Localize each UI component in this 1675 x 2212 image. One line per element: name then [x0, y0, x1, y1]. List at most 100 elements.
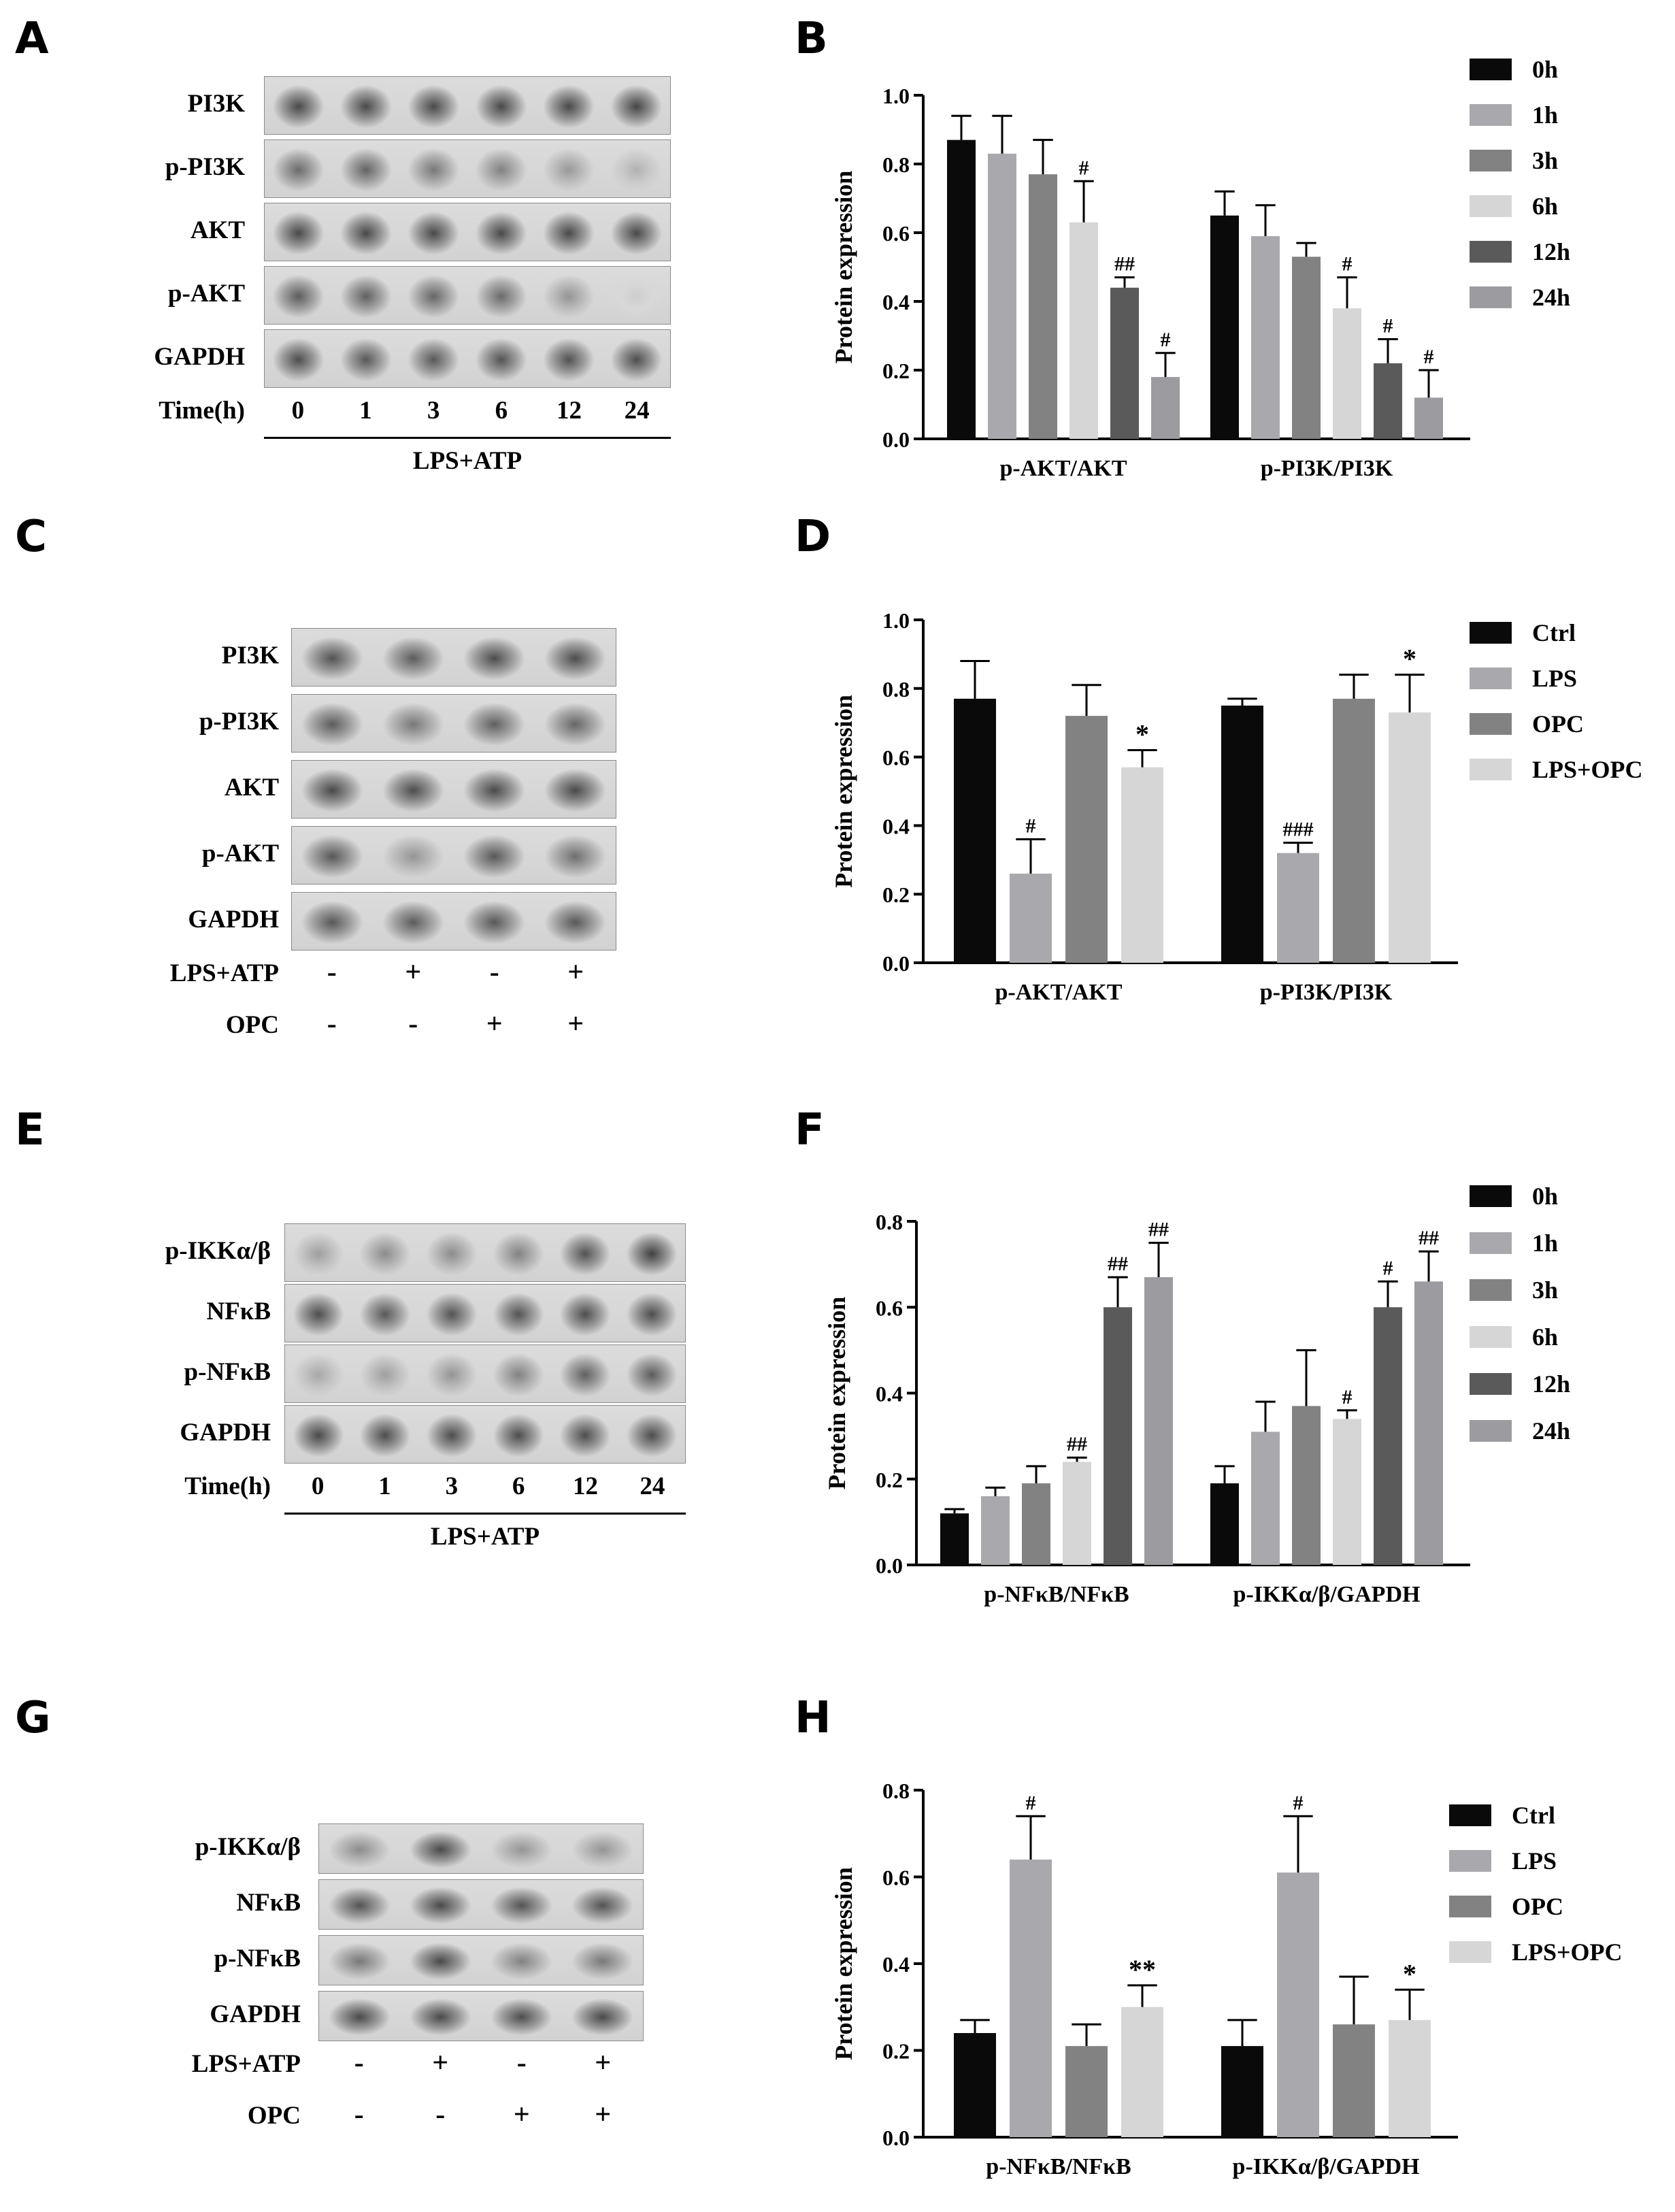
blot-band	[264, 266, 671, 325]
x-category-label: p-PI3K/PI3K	[1260, 980, 1393, 1005]
lane-label: 12	[557, 397, 582, 425]
x-category-label: p-IKKα/β/GAPDH	[1233, 1582, 1421, 1607]
blot-label-akt: AKT	[224, 774, 279, 802]
legend-label: 12h	[1532, 1370, 1570, 1398]
time-label: Time(h)	[184, 1472, 271, 1500]
blot-band	[291, 694, 616, 753]
blot-band	[284, 1405, 686, 1464]
bar	[981, 1496, 1010, 1565]
panel-letter-e: E	[15, 1105, 45, 1155]
blot-label-pnfb: p-NFκB	[214, 1945, 301, 1972]
blot-band	[318, 1823, 644, 1874]
bar	[1110, 287, 1139, 439]
blot-band	[318, 1991, 644, 2041]
treatment-sign: +	[595, 2047, 612, 2079]
y-tick-label: 0.0	[882, 2126, 910, 2150]
significance-mark: ###	[1283, 819, 1314, 841]
bar	[1010, 873, 1052, 963]
condition-line	[264, 437, 671, 439]
lane-label: 6	[512, 1472, 525, 1500]
y-axis-label: Protein expression	[830, 171, 857, 364]
legend-label: 6h	[1532, 1323, 1558, 1351]
bar	[1104, 1307, 1132, 1565]
y-tick-label: 0.2	[882, 2039, 910, 2064]
y-tick-label: 0.4	[876, 1382, 903, 1406]
y-tick-label: 0.8	[882, 152, 910, 177]
bar	[1151, 377, 1180, 439]
blot-label-ppi3k: p-PI3K	[165, 153, 245, 181]
y-axis-label: Protein expression	[830, 1867, 857, 2060]
blot-label-pnfb: p-NFκB	[184, 1358, 271, 1386]
legend-swatch	[1470, 59, 1512, 80]
legend-label: Ctrl	[1532, 619, 1576, 646]
blot-label-ppi3k: p-PI3K	[199, 708, 279, 736]
y-tick-label: 0.0	[882, 951, 910, 976]
significance-mark: #	[1383, 315, 1393, 337]
legend-swatch	[1470, 622, 1512, 644]
bar	[1121, 2007, 1163, 2137]
lane-label: 3	[445, 1472, 459, 1500]
lane-label: 24	[640, 1472, 665, 1500]
treatment-sign: -	[327, 957, 337, 988]
blot-label-gapdh: GAPDH	[210, 2000, 301, 2028]
blot-band	[291, 892, 616, 951]
significance-mark: ##	[1114, 253, 1135, 276]
bar	[1333, 698, 1375, 963]
panel-letter-h: H	[795, 1693, 831, 1743]
blot-label-pi3k: PI3K	[187, 90, 245, 118]
lane-label: 3	[427, 397, 440, 425]
significance-mark: #	[1026, 815, 1036, 838]
legend-label: 0h	[1532, 56, 1558, 83]
treatment-sign: -	[354, 2047, 364, 2079]
significance-mark: #	[1079, 156, 1089, 179]
bar	[947, 139, 976, 439]
condition-label: LPS+ATP	[412, 447, 523, 475]
legend-label: 3h	[1532, 1276, 1558, 1304]
blot-label-gapdh: GAPDH	[154, 343, 245, 371]
significance-mark: #	[1161, 329, 1171, 351]
y-tick-label: 0.6	[882, 1866, 910, 1890]
bar	[1277, 853, 1319, 963]
panel-letter-d: D	[795, 512, 831, 562]
x-category-label: p-NFκB/NFκB	[986, 2154, 1131, 2179]
treatment-sign: +	[567, 957, 584, 988]
legend-swatch	[1470, 759, 1512, 780]
y-tick-label: 0.2	[882, 882, 910, 907]
panel-letter-g: G	[15, 1693, 51, 1743]
bar	[940, 1513, 969, 1565]
legend-label: 3h	[1532, 147, 1558, 174]
significance-mark: #	[1342, 253, 1353, 276]
bar	[954, 698, 996, 963]
legend-swatch	[1470, 713, 1512, 735]
significance-mark: #	[1424, 346, 1434, 368]
legend-label: 24h	[1532, 284, 1570, 311]
bar	[1251, 236, 1280, 439]
legend-swatch	[1470, 1279, 1512, 1301]
bar	[1414, 1281, 1443, 1565]
legend-swatch	[1470, 286, 1512, 308]
blot-label-gapdh: GAPDH	[180, 1419, 271, 1447]
treatment-sign: -	[408, 1008, 418, 1040]
condition-line	[284, 1513, 686, 1515]
legend-swatch	[1449, 1941, 1491, 1963]
legend-label: 24h	[1532, 1417, 1570, 1445]
lane-label: 0	[311, 1472, 325, 1500]
panel-letter-a: A	[15, 14, 49, 64]
condition-label: LPS+ATP	[430, 1523, 540, 1551]
lane-label: 12	[573, 1472, 598, 1500]
treatment-sign: -	[354, 2099, 364, 2130]
legend-label: Ctrl	[1512, 1802, 1555, 1829]
blot-label-nfb: NFκB	[236, 1889, 301, 1917]
blot-band	[284, 1223, 686, 1282]
treatment-label-lps-atp: LPS+ATP	[169, 959, 279, 987]
treatment-sign: +	[595, 2099, 612, 2130]
treatment-sign: -	[435, 2099, 446, 2130]
bar	[1333, 308, 1361, 439]
legend-swatch	[1449, 1896, 1491, 1917]
legend-label: 1h	[1532, 101, 1558, 129]
legend-label: OPC	[1512, 1893, 1563, 1920]
y-tick-label: 1.0	[882, 84, 910, 108]
bar	[1251, 1432, 1280, 1565]
treatment-label-lps-atp: LPS+ATP	[191, 2050, 301, 2078]
blot-band	[264, 139, 671, 198]
